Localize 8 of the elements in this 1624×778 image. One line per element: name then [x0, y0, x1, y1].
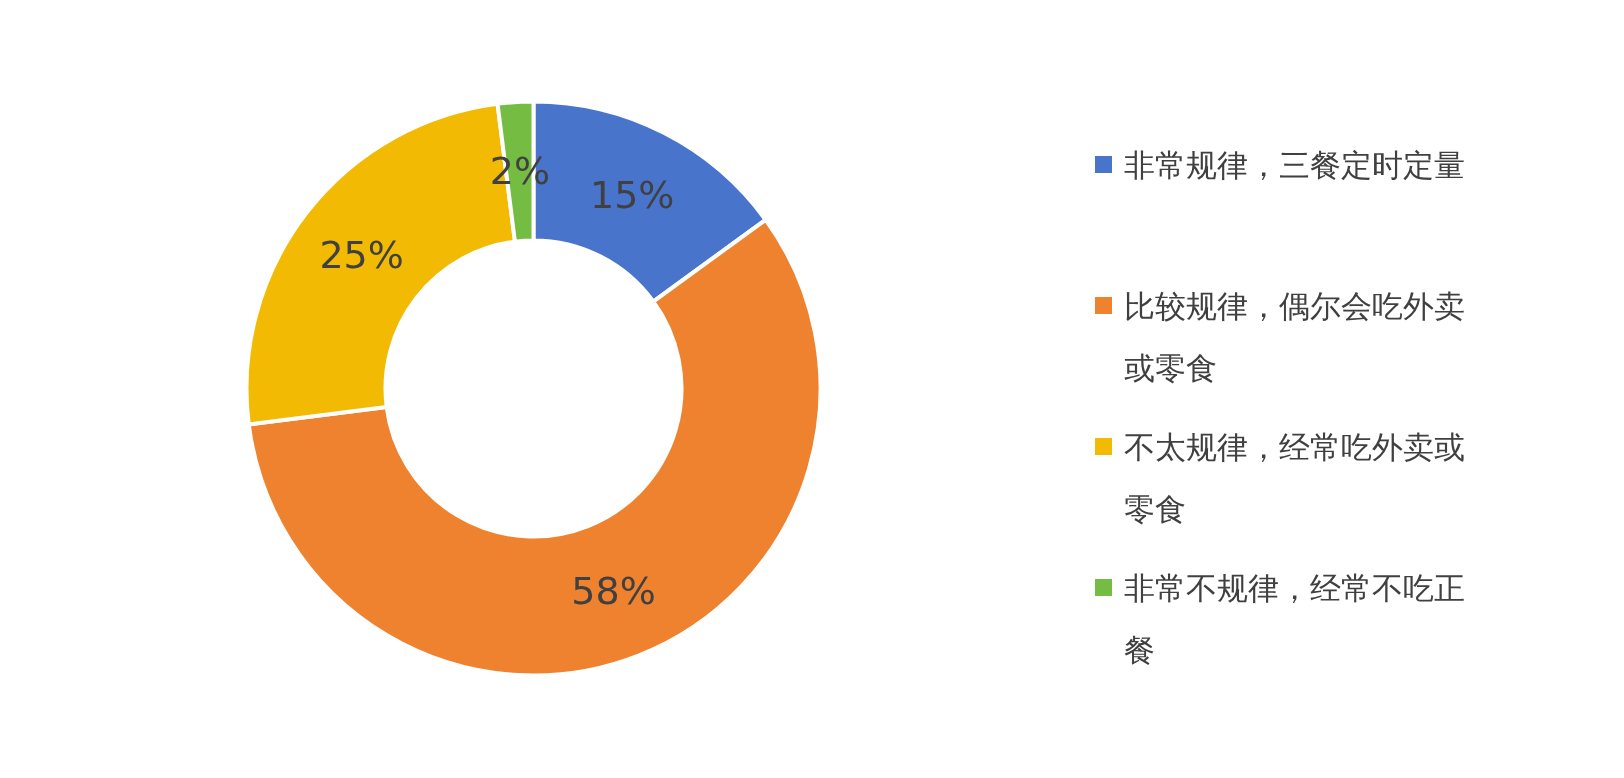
- legend-label: 非常不规律，经常不吃正餐: [1123, 569, 1465, 668]
- data-label: 25%: [319, 233, 404, 278]
- legend-label: 比较规律，偶尔会吃外卖或零食: [1123, 287, 1465, 386]
- data-label: 15%: [590, 172, 675, 217]
- legend-label: 非常规律，三餐定时定量: [1123, 146, 1465, 183]
- data-label: 58%: [571, 568, 656, 613]
- legend-label: 不太规律，经常吃外卖或零食: [1123, 428, 1465, 527]
- data-label: 2%: [489, 149, 550, 194]
